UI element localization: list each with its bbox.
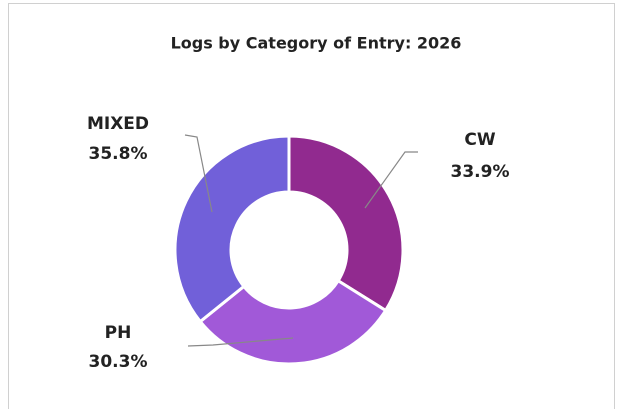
- category-label: PH: [105, 323, 132, 343]
- leader-line: [364, 151, 418, 209]
- slice: [287, 134, 405, 313]
- value-label: 33.9%: [451, 162, 510, 182]
- slices: [173, 134, 405, 366]
- category-label: CW: [464, 130, 495, 150]
- value-label: 30.3%: [89, 352, 148, 372]
- chart-title: Logs by Category of Entry: 2026: [171, 34, 462, 53]
- leader-line: [187, 337, 294, 347]
- slice: [198, 278, 388, 366]
- category-label: MIXED: [87, 114, 149, 134]
- slice: [173, 134, 291, 324]
- value-label: 35.8%: [89, 144, 148, 164]
- leader-line: [184, 134, 213, 213]
